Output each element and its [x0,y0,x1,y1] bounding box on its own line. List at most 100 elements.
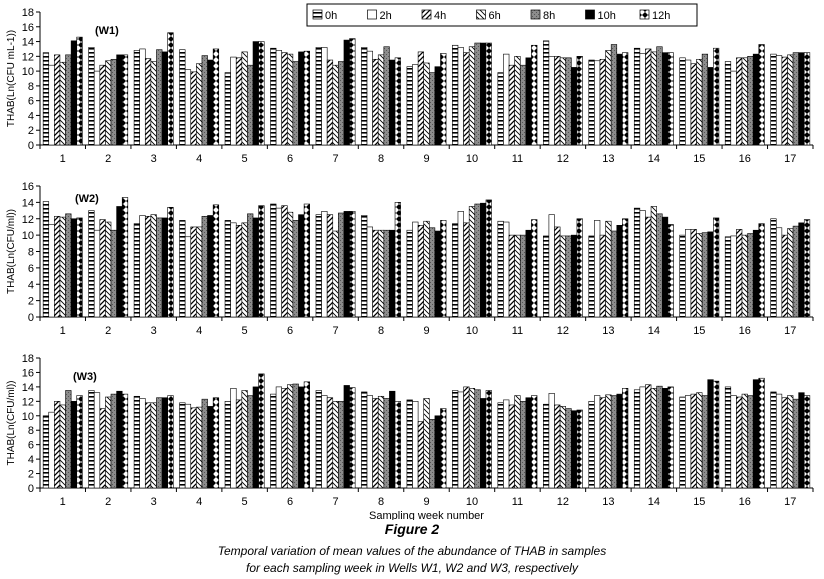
legend-swatch-4h [421,9,432,20]
bar-0h-week-2 [88,210,95,318]
bar-4h-week-3 [144,58,152,146]
x-tick-label: 9 [423,496,429,508]
bar-4h-week-5 [235,225,243,318]
figure-caption-line1: Temporal variation of mean values of the… [217,544,607,558]
bar-0h-week-16 [724,386,732,489]
bar-2h-week-13 [594,60,601,146]
bar-6h-week-15 [696,392,703,489]
bar-0h-week-1 [42,415,50,489]
bar-2h-week-7 [321,211,328,318]
bar-0h-week-8 [361,391,368,489]
bar-6h-week-4 [196,63,203,146]
bar-6h-week-11 [514,234,521,318]
bar-2h-week-1 [48,224,55,318]
bar-2h-week-11 [503,53,510,146]
bar-10h-week-11 [525,229,532,318]
bar-8h-week-8 [383,46,390,146]
bar-10h-week-14 [661,388,669,489]
bar-4h-week-14 [645,48,652,146]
bar-2h-week-4 [184,403,192,489]
x-tick-label: 13 [602,496,614,508]
bar-12h-week-11 [531,395,538,489]
bar-0h-week-15 [679,57,686,146]
bar-2h-week-14 [639,53,646,146]
bar-12h-week-13 [622,388,629,489]
bar-10h-week-8 [389,390,396,489]
bar-4h-week-1 [54,215,61,318]
bar-8h-week-9 [428,72,436,146]
bar-2h-week-14 [639,386,646,489]
bar-2h-week-16 [730,70,737,146]
bar-0h-week-12 [543,40,550,146]
bar-6h-week-16 [741,57,748,146]
bar-0h-week-12 [543,403,550,489]
bar-0h-week-6 [270,393,277,489]
bar-8h-week-5 [247,64,254,146]
bar-6h-week-13 [605,220,612,318]
bar-4h-week-10 [463,222,470,318]
bar-0h-week-10 [452,223,459,318]
bar-0h-week-1 [42,52,50,146]
bar-4h-week-13 [599,58,606,146]
bar-12h-week-4 [212,48,220,146]
bar-0h-week-7 [315,47,322,146]
y-tick-label: 4 [28,454,34,466]
bar-4h-week-12 [554,226,561,318]
bar-0h-week-12 [543,235,550,318]
bar-6h-week-8 [377,229,385,318]
y-tick-label: 8 [28,425,34,437]
bar-8h-week-16 [747,395,754,489]
bar-4h-week-14 [645,216,652,318]
bar-12h-week-5 [258,373,265,489]
bar-12h-week-1 [76,36,83,146]
bar-6h-week-1 [59,61,66,146]
y-axis-label: THAB(Ln(CFU/ml)) [6,381,17,466]
x-tick-label: 3 [151,153,157,165]
bar-4h-week-1 [54,401,61,489]
bar-10h-week-9 [434,415,441,489]
bar-12h-week-4 [212,204,220,318]
bar-12h-week-17 [803,395,811,489]
bar-10h-week-11 [525,397,532,489]
bar-6h-week-5 [241,222,248,318]
bar-10h-week-3 [161,51,168,146]
y-axis-label: THAB(Ln(CFU/ml)) [6,209,17,294]
y-tick-label: 6 [28,96,34,108]
x-tick-label: 6 [287,153,293,165]
bar-0h-week-13 [588,59,595,146]
x-tick-label: 1 [60,153,66,165]
bar-6h-week-6 [286,53,294,146]
x-tick-label: 5 [242,153,248,165]
bar-12h-week-8 [394,401,401,489]
bar-4h-week-5 [235,399,243,489]
y-tick-label: 10 [22,411,34,423]
bar-12h-week-3 [167,32,174,146]
x-tick-label: 2 [105,325,111,337]
bar-12h-week-13 [622,218,629,318]
bar-0h-week-14 [633,207,641,318]
bar-0h-week-11 [497,402,504,489]
bar-2h-week-15 [685,229,692,318]
y-tick-label: 0 [28,483,34,495]
bar-10h-week-1 [70,40,78,146]
bar-6h-week-17 [787,228,794,318]
bar-12h-week-16 [758,377,765,489]
bar-8h-week-16 [747,233,754,318]
bar-10h-week-4 [207,406,214,489]
x-tick-label: 6 [287,325,293,337]
bar-10h-week-3 [161,217,168,318]
bar-6h-week-7 [332,230,339,318]
bar-8h-week-4 [201,215,208,318]
x-tick-label: 7 [332,496,338,508]
panel-title: (W1) [95,25,119,37]
bar-6h-week-6 [286,384,294,489]
bar-4h-week-11 [508,64,515,146]
y-tick-label: 14 [22,37,34,49]
bar-2h-week-8 [366,395,373,489]
bar-4h-week-4 [190,407,197,489]
x-tick-label: 12 [557,496,569,508]
legend-frame [306,3,698,27]
bar-4h-week-7 [326,397,334,489]
bar-4h-week-15 [690,63,697,146]
